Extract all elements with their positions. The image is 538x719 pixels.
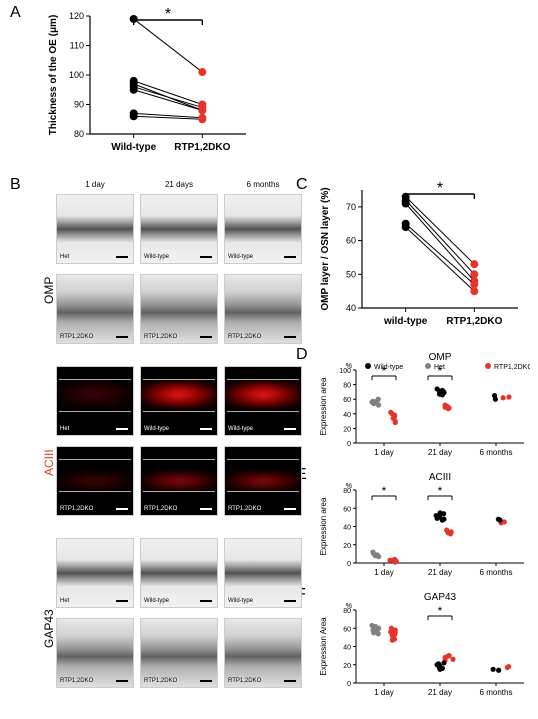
svg-text:RTP1,2DKO: RTP1,2DKO bbox=[446, 316, 502, 327]
svg-text:*: * bbox=[382, 364, 387, 378]
chart-c: 40 50 60 70 wild-type RTP1,2DKO OMP layer / OS… bbox=[310, 180, 530, 340]
chart-e: 020406080%1 day21 day6 monthsExpression … bbox=[310, 470, 530, 585]
svg-text:40: 40 bbox=[343, 412, 351, 419]
micrograph: Het bbox=[56, 538, 134, 608]
svg-text:Expression Area: Expression Area bbox=[319, 617, 328, 676]
svg-text:OMP layer / OSN layer (%): OMP layer / OSN layer (%) bbox=[320, 187, 331, 310]
chart-a: 80 90 100 110 120 Wild-type RTP1,2DKO Thickness… bbox=[38, 6, 258, 166]
col-header: 21 days bbox=[140, 180, 218, 189]
micrograph: RTP1,2DKO bbox=[140, 618, 218, 688]
svg-text:Expression area: Expression area bbox=[319, 497, 328, 555]
svg-text:60: 60 bbox=[343, 626, 351, 633]
svg-text:*: * bbox=[437, 180, 443, 197]
micrograph: Wild-type bbox=[140, 366, 218, 436]
svg-text:Expression area: Expression area bbox=[319, 377, 328, 435]
svg-text:90: 90 bbox=[74, 100, 84, 110]
svg-text:6 months: 6 months bbox=[480, 448, 513, 457]
svg-text:60: 60 bbox=[343, 397, 351, 404]
svg-text:1 day: 1 day bbox=[374, 688, 394, 697]
col-header: 1 day bbox=[56, 180, 134, 189]
row-label: GAP43 bbox=[42, 609, 56, 648]
svg-text:20: 20 bbox=[343, 663, 351, 670]
panel-label-b: B bbox=[10, 176, 21, 194]
svg-text:80: 80 bbox=[74, 129, 84, 139]
svg-text:*: * bbox=[165, 6, 171, 23]
svg-text:RTP1,2DKO: RTP1,2DKO bbox=[494, 364, 530, 371]
micrograph: Wild-type bbox=[224, 538, 302, 608]
svg-text:80: 80 bbox=[343, 383, 351, 390]
svg-text:40: 40 bbox=[343, 525, 351, 532]
svg-text:Wild-type: Wild-type bbox=[374, 364, 403, 371]
svg-text:Thickness of the OE (μm): Thickness of the OE (μm) bbox=[48, 15, 59, 136]
svg-text:GAP43: GAP43 bbox=[424, 592, 457, 603]
micrograph: Het bbox=[56, 366, 134, 436]
chart-d: 020406080100%1 day21 day6 monthsExpressi… bbox=[310, 350, 530, 465]
svg-text:6 months: 6 months bbox=[480, 688, 513, 697]
svg-text:*: * bbox=[438, 484, 443, 498]
svg-text:wild-type: wild-type bbox=[383, 316, 428, 327]
panel-label-d: D bbox=[296, 346, 308, 364]
svg-text:100: 100 bbox=[69, 70, 84, 80]
micrograph: Wild-type bbox=[224, 194, 302, 264]
svg-text:Wild-type: Wild-type bbox=[111, 142, 156, 153]
svg-text:20: 20 bbox=[343, 426, 351, 433]
micrograph-grid: 1 day21 days6 monthsOMPHetRTP1,2DKOWild-… bbox=[34, 180, 289, 710]
col-header: 6 months bbox=[224, 180, 302, 189]
svg-text:0: 0 bbox=[347, 681, 351, 688]
svg-text:RTP1,2DKO: RTP1,2DKO bbox=[174, 142, 230, 153]
svg-text:21 day: 21 day bbox=[428, 568, 452, 577]
svg-text:21 day: 21 day bbox=[428, 448, 452, 457]
svg-text:70: 70 bbox=[346, 202, 356, 212]
micrograph: Wild-type bbox=[224, 366, 302, 436]
svg-text:%: % bbox=[346, 483, 352, 490]
micrograph: Het bbox=[56, 194, 134, 264]
row-label: OMP bbox=[42, 277, 56, 304]
svg-text:21 day: 21 day bbox=[428, 688, 452, 697]
svg-text:*: * bbox=[438, 364, 443, 378]
svg-text:*: * bbox=[438, 604, 443, 618]
svg-text:110: 110 bbox=[70, 41, 84, 51]
svg-text:6 months: 6 months bbox=[480, 568, 513, 577]
micrograph: Wild-type bbox=[140, 194, 218, 264]
micrograph: RTP1,2DKO bbox=[224, 618, 302, 688]
micrograph: RTP1,2DKO bbox=[56, 274, 134, 344]
micrograph: RTP1,2DKO bbox=[56, 446, 134, 516]
svg-text:*: * bbox=[382, 484, 387, 498]
svg-text:60: 60 bbox=[346, 236, 356, 246]
svg-text:0: 0 bbox=[347, 441, 351, 448]
row-label: ACIII bbox=[42, 449, 56, 476]
svg-text:ACIII: ACIII bbox=[429, 472, 451, 483]
chart-f: 020406080%1 day21 day6 monthsExpression … bbox=[310, 590, 530, 705]
svg-text:%: % bbox=[346, 603, 352, 610]
svg-text:40: 40 bbox=[346, 303, 356, 313]
micrograph: RTP1,2DKO bbox=[140, 446, 218, 516]
micrograph: Wild-type bbox=[140, 538, 218, 608]
svg-text:40: 40 bbox=[343, 645, 351, 652]
micrograph: RTP1,2DKO bbox=[56, 618, 134, 688]
svg-text:OMP: OMP bbox=[429, 352, 452, 363]
micrograph: RTP1,2DKO bbox=[224, 446, 302, 516]
svg-text:20: 20 bbox=[343, 543, 351, 550]
svg-text:0: 0 bbox=[347, 561, 351, 568]
svg-text:1 day: 1 day bbox=[374, 568, 394, 577]
svg-text:1 day: 1 day bbox=[374, 448, 394, 457]
svg-text:60: 60 bbox=[343, 506, 351, 513]
micrograph: RTP1,2DKO bbox=[224, 274, 302, 344]
panel-label-a: A bbox=[10, 4, 21, 22]
svg-text:%: % bbox=[346, 363, 352, 370]
svg-text:50: 50 bbox=[346, 269, 356, 279]
micrograph: RTP1,2DKO bbox=[140, 274, 218, 344]
svg-text:120: 120 bbox=[69, 11, 84, 21]
